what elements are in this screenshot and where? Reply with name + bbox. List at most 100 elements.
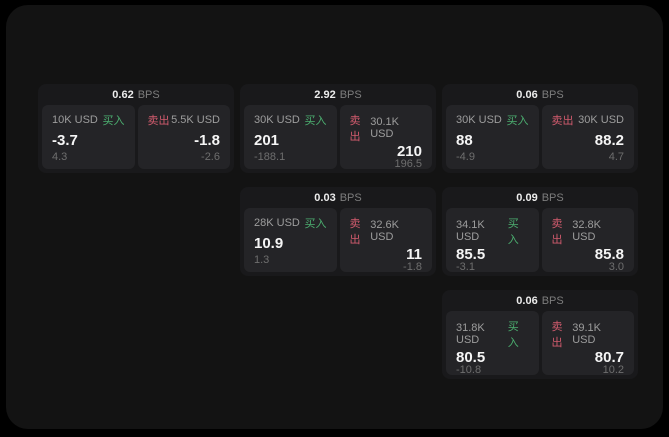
buy-size: 31.8K USD	[456, 322, 485, 346]
buy-panel[interactable]: 31.8K USD 买入 80.5 -10.8	[446, 311, 539, 376]
sell-side-label: 卖出	[147, 115, 170, 127]
buy-panel[interactable]: 10K USD 买入 -3.7 4.3	[42, 105, 135, 169]
card-header: 0.06 BPS	[446, 290, 634, 311]
buy-size: 28K USD	[254, 217, 300, 229]
buy-price: 10.9	[254, 234, 284, 252]
sell-size: 39.1K USD	[572, 322, 601, 346]
buy-panel[interactable]: 30K USD 买入 201 -188.1	[244, 105, 337, 169]
buy-price: 85.5	[456, 246, 486, 263]
sell-panel[interactable]: 卖出 30K USD 88.2 4.7	[541, 105, 634, 169]
card-header: 0.09 BPS	[446, 187, 634, 208]
sell-panel[interactable]: 卖出 32.8K USD 85.8 3.0	[541, 208, 634, 273]
buy-size: 34.1K USD	[456, 219, 485, 243]
quote-card: 2.92 BPS 30K USD 买入 201 -188.1 卖出 30.1K …	[240, 84, 436, 173]
sell-price: 85.8	[594, 246, 624, 263]
buy-delta: -10.8	[456, 364, 482, 376]
card-body: 30K USD 买入 201 -188.1 卖出 30.1K USD 210 1…	[244, 105, 432, 170]
bps-value: 2.92	[314, 88, 336, 101]
buy-top-row: 30K USD 买入	[254, 112, 327, 128]
buy-delta: -4.9	[456, 151, 475, 163]
buy-side-label: 买入	[506, 115, 529, 127]
buy-delta: -188.1	[254, 151, 286, 163]
buy-top-row: 30K USD 买入	[456, 112, 529, 128]
card-header: 0.06 BPS	[446, 84, 634, 105]
bps-label: BPS	[541, 294, 564, 307]
sell-side-label: 卖出	[551, 321, 563, 349]
buy-price: 201	[254, 131, 280, 149]
quote-card: 0.06 BPS 31.8K USD 买入 80.5 -10.8 卖出 39.1…	[442, 290, 638, 379]
card-header: 0.62 BPS	[42, 84, 230, 105]
sell-size: 5.5K USD	[171, 114, 220, 126]
sell-panel[interactable]: 卖出 5.5K USD -1.8 -2.6	[137, 105, 230, 169]
buy-delta: 1.3	[254, 254, 270, 266]
sell-top-row: 卖出 32.8K USD	[552, 215, 625, 247]
sell-side-label: 卖出	[349, 218, 361, 246]
sell-price: 210	[396, 143, 422, 160]
sell-top-row: 卖出 39.1K USD	[552, 318, 625, 350]
buy-top-row: 31.8K USD 买入	[456, 318, 529, 350]
sell-panel[interactable]: 卖出 39.1K USD 80.7 10.2	[541, 311, 634, 376]
sell-delta: 3.0	[608, 261, 624, 273]
buy-size: 30K USD	[456, 114, 502, 126]
sell-top-row: 卖出 30.1K USD	[350, 112, 423, 144]
sell-price: 88.2	[594, 131, 624, 149]
buy-panel[interactable]: 28K USD 买入 10.9 1.3	[244, 208, 337, 272]
buy-delta: -3.1	[456, 261, 475, 273]
sell-delta: -2.6	[201, 151, 220, 163]
buy-top-row: 34.1K USD 买入	[456, 215, 529, 247]
buy-top-row: 28K USD 买入	[254, 215, 327, 231]
buy-side-label: 买入	[102, 115, 125, 127]
bps-label: BPS	[541, 191, 564, 204]
app-background: 0.62 BPS 10K USD 买入 -3.7 4.3 卖出 5.5K USD…	[6, 5, 663, 429]
bps-value: 0.62	[112, 88, 134, 101]
card-body: 30K USD 买入 88 -4.9 卖出 30K USD 88.2 4.7	[446, 105, 634, 169]
buy-price: -3.7	[52, 131, 78, 149]
card-header: 0.03 BPS	[244, 187, 432, 208]
buy-side-label: 买入	[304, 218, 327, 230]
sell-side-label: 卖出	[551, 115, 574, 127]
buy-side-label: 买入	[304, 115, 327, 127]
buy-price: 80.5	[456, 349, 486, 366]
bps-label: BPS	[541, 88, 564, 101]
sell-top-row: 卖出 5.5K USD	[148, 112, 221, 128]
quote-card: 0.06 BPS 30K USD 买入 88 -4.9 卖出 30K USD 8…	[442, 84, 638, 173]
buy-side-label: 买入	[507, 321, 519, 349]
bps-label: BPS	[339, 191, 362, 204]
bps-value: 0.09	[516, 191, 538, 204]
sell-top-row: 卖出 32.6K USD	[350, 215, 423, 247]
buy-size: 30K USD	[254, 114, 300, 126]
sell-delta: 196.5	[394, 158, 422, 170]
card-body: 34.1K USD 买入 85.5 -3.1 卖出 32.8K USD 85.8…	[446, 208, 634, 273]
sell-size: 30.1K USD	[370, 116, 399, 140]
buy-price: 88	[456, 131, 473, 149]
card-body: 10K USD 买入 -3.7 4.3 卖出 5.5K USD -1.8 -2.…	[42, 105, 230, 169]
sell-delta: 10.2	[602, 364, 624, 376]
buy-panel[interactable]: 30K USD 买入 88 -4.9	[446, 105, 539, 169]
sell-panel[interactable]: 卖出 30.1K USD 210 196.5	[339, 105, 432, 170]
sell-side-label: 卖出	[551, 218, 563, 246]
sell-side-label: 卖出	[349, 115, 361, 143]
bps-label: BPS	[339, 88, 362, 101]
buy-top-row: 10K USD 买入	[52, 112, 125, 128]
sell-size: 32.8K USD	[572, 219, 601, 243]
sell-size: 32.6K USD	[370, 219, 399, 243]
card-body: 28K USD 买入 10.9 1.3 卖出 32.6K USD 11 -1.8	[244, 208, 432, 273]
buy-delta: 4.3	[52, 151, 68, 163]
card-header: 2.92 BPS	[244, 84, 432, 105]
buy-panel[interactable]: 34.1K USD 买入 85.5 -3.1	[446, 208, 539, 273]
sell-size: 30K USD	[578, 114, 624, 126]
bps-label: BPS	[137, 88, 160, 101]
bps-value: 0.03	[314, 191, 336, 204]
bps-value: 0.06	[516, 88, 538, 101]
buy-side-label: 买入	[507, 218, 519, 246]
buy-size: 10K USD	[52, 114, 98, 126]
quote-card: 0.09 BPS 34.1K USD 买入 85.5 -3.1 卖出 32.8K…	[442, 187, 638, 276]
quote-grid: 0.62 BPS 10K USD 买入 -3.7 4.3 卖出 5.5K USD…	[38, 84, 638, 379]
sell-panel[interactable]: 卖出 32.6K USD 11 -1.8	[339, 208, 432, 273]
quote-card: 0.62 BPS 10K USD 买入 -3.7 4.3 卖出 5.5K USD…	[38, 84, 234, 173]
quote-card: 0.03 BPS 28K USD 买入 10.9 1.3 卖出 32.6K US…	[240, 187, 436, 276]
card-body: 31.8K USD 买入 80.5 -10.8 卖出 39.1K USD 80.…	[446, 311, 634, 376]
sell-price: 80.7	[594, 349, 624, 366]
sell-top-row: 卖出 30K USD	[552, 112, 625, 128]
sell-delta: 4.7	[608, 151, 624, 163]
